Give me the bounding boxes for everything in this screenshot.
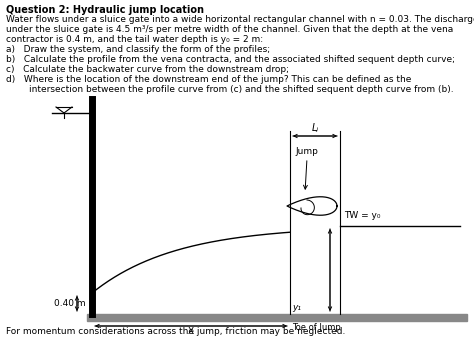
Text: 0.40 m: 0.40 m: [54, 299, 86, 308]
Text: Toe of Jump: Toe of Jump: [292, 323, 341, 332]
Text: d)   Where is the location of the downstream end of the jump? This can be define: d) Where is the location of the downstre…: [6, 75, 411, 84]
Text: For momentum considerations across the jump, friction may be neglected.: For momentum considerations across the j…: [6, 327, 346, 336]
Text: y₁: y₁: [292, 303, 301, 312]
Text: c)   Calculate the backwater curve from the downstream drop;: c) Calculate the backwater curve from th…: [6, 65, 289, 74]
Text: under the sluice gate is 4.5 m³/s per metre width of the channel. Given that the: under the sluice gate is 4.5 m³/s per me…: [6, 25, 453, 34]
Text: Water flows under a sluice gate into a wide horizontal rectangular channel with : Water flows under a sluice gate into a w…: [6, 15, 474, 24]
Text: Jump: Jump: [296, 147, 319, 156]
Text: Question 2: Hydraulic jump location: Question 2: Hydraulic jump location: [6, 5, 204, 15]
Text: a)   Draw the system, and classify the form of the profiles;: a) Draw the system, and classify the for…: [6, 45, 270, 54]
Bar: [87, 314, 467, 321]
Text: contractor is 0.4 m, and the tail water depth is y₀ = 2 m:: contractor is 0.4 m, and the tail water …: [6, 35, 263, 44]
Text: TW = y₀: TW = y₀: [344, 211, 381, 221]
Text: Lⱼ: Lⱼ: [311, 123, 319, 133]
Text: b)   Calculate the profile from the vena contracta, and the associated shifted s: b) Calculate the profile from the vena c…: [6, 55, 455, 64]
Text: intersection between the profile curve from (c) and the shifted sequent depth cu: intersection between the profile curve f…: [6, 85, 454, 94]
Text: X: X: [188, 327, 194, 336]
